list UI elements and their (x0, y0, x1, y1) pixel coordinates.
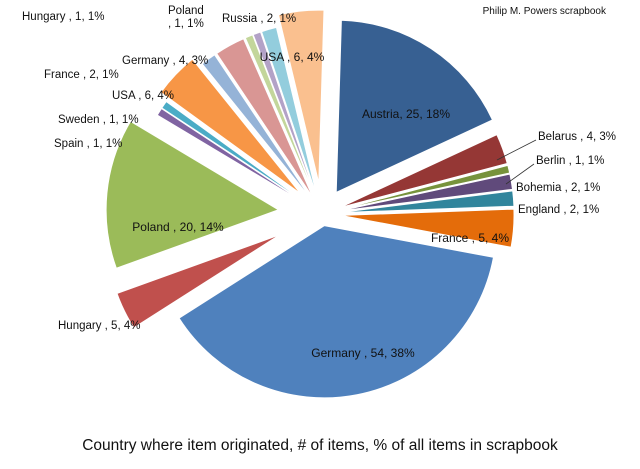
pie-slice-russia-16 (261, 27, 317, 195)
pie-slice-spain-9 (156, 108, 306, 204)
slice-label-usa-17: USA , 6, 4% (260, 50, 325, 64)
slice-label-hungary-7: Hungary , 5, 4% (58, 320, 140, 332)
pie-slice-austria-0 (335, 19, 493, 193)
chart-caption: Country where item originated, # of item… (82, 437, 558, 454)
leader-line-belarus (496, 139, 537, 161)
slice-label-germany-13: Germany , 4, 3% (122, 55, 208, 67)
pie-slice-poland-15 (252, 31, 316, 196)
pie-slice-france-5 (341, 208, 515, 248)
pie-slice-hungary-7 (116, 234, 280, 329)
slice-label-england-4: England , 2, 1% (518, 204, 599, 216)
pie-slice-hungary-14 (244, 34, 315, 196)
pie-slice-bohemia-3 (341, 173, 513, 212)
slice-label-france-5: France , 5, 4% (431, 231, 509, 245)
pie-slice-belarus-1 (340, 134, 508, 208)
pie-slice-usa-17 (278, 9, 325, 183)
pie-slice-poland-8 (105, 120, 280, 269)
pie-slice-usa-11 (160, 58, 301, 194)
watermark-text: Philip M. Powers scrapbook (482, 6, 606, 17)
slice-label-russia-16: Russia , 2, 1% (222, 13, 296, 25)
slice-label-usa-11: USA , 6, 4% (112, 90, 174, 102)
pie-slice-berlin-2 (341, 165, 511, 210)
pie-slice-germany-13 (216, 38, 313, 197)
leader-lines (496, 139, 537, 185)
pie-slice-england-4 (341, 190, 515, 213)
pie-slices (105, 9, 515, 399)
slice-label-austria-0: Austria, 25, 18% (362, 107, 450, 121)
pie-slice-sweden-10 (161, 101, 306, 203)
slice-label-bohemia-3: Bohemia , 2, 1% (516, 182, 600, 194)
leader-line-berlin (505, 163, 535, 185)
slice-label-poland-15: Poland, 1, 1% (168, 5, 204, 30)
slice-label-france-12: France , 2, 1% (44, 69, 119, 81)
slice-label-sweden-10: Sweden , 1, 1% (58, 114, 139, 126)
slice-label-berlin-2: Berlin , 1, 1% (536, 155, 604, 167)
slice-label-hungary-14: Hungary , 1, 1% (22, 11, 104, 23)
slice-labels: Austria, 25, 18% Belarus , 4, 3% Berlin , … (22, 5, 616, 360)
pie-slice-germany-6 (178, 225, 494, 399)
slice-label-belarus-1: Belarus , 4, 3% (538, 131, 616, 143)
slice-label-poland-8: Poland , 20, 14% (132, 220, 224, 234)
pie-slice-france-12 (201, 54, 311, 199)
slice-label-spain-9: Spain , 1, 1% (54, 138, 122, 150)
slice-label-germany-6: Germany , 54, 38% (311, 346, 415, 360)
